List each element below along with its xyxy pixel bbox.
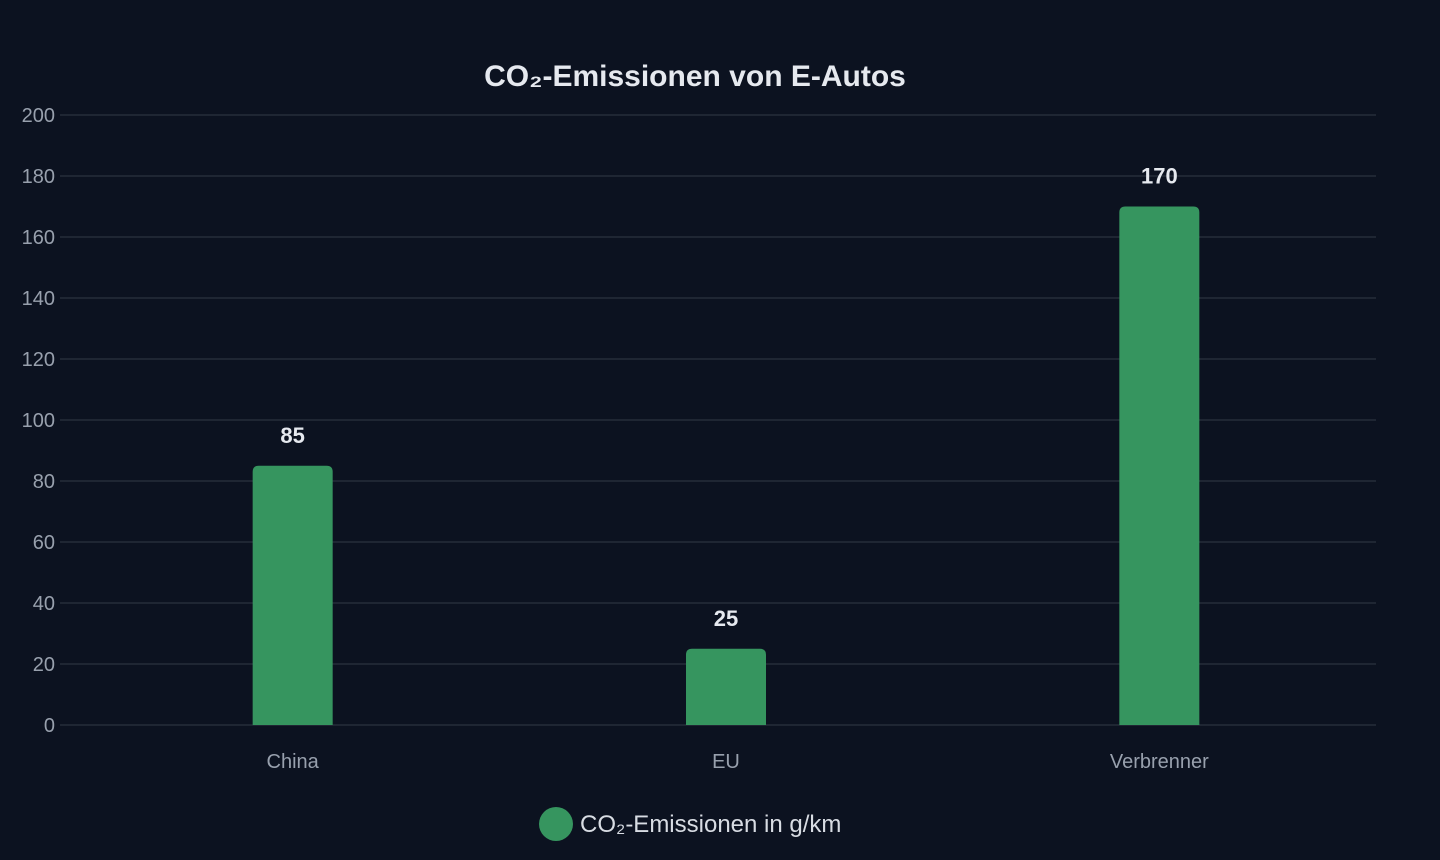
data-label: 85 bbox=[280, 423, 304, 448]
bar-eu[interactable] bbox=[686, 648, 766, 725]
y-tick-label: 140 bbox=[22, 288, 55, 310]
data-label: 25 bbox=[714, 606, 738, 631]
y-tick-label: 40 bbox=[33, 593, 55, 615]
y-tick-label: 200 bbox=[22, 105, 55, 127]
y-tick-label: 20 bbox=[33, 654, 55, 676]
x-category-label: EU bbox=[712, 751, 740, 773]
bar-verbrenner[interactable] bbox=[1119, 206, 1200, 726]
y-tick-label: 80 bbox=[33, 471, 55, 493]
legend-label: CO₂-Emissionen in g/km bbox=[580, 811, 841, 838]
y-tick-label: 100 bbox=[22, 410, 55, 432]
data-label: 170 bbox=[1141, 164, 1178, 189]
y-tick-label: 120 bbox=[22, 349, 55, 371]
data-labels: 85 25 170 bbox=[280, 164, 1177, 631]
x-category-label: Verbrenner bbox=[1110, 751, 1209, 773]
bars bbox=[252, 206, 1200, 726]
y-tick-label: 60 bbox=[33, 532, 55, 554]
bar-china[interactable] bbox=[252, 465, 333, 725]
x-axis-categories: China EU Verbrenner bbox=[267, 751, 1210, 773]
x-category-label: China bbox=[267, 751, 320, 773]
y-tick-label: 180 bbox=[22, 166, 55, 188]
legend[interactable]: CO₂-Emissionen in g/km bbox=[539, 807, 841, 841]
y-tick-label: 160 bbox=[22, 227, 55, 249]
chart-title: CO₂-Emissionen von E-Autos bbox=[484, 60, 906, 93]
y-tick-label: 0 bbox=[44, 715, 55, 737]
legend-swatch bbox=[539, 807, 573, 841]
y-axis-ticks: 0 20 40 60 80 100 120 140 160 180 200 bbox=[22, 105, 55, 737]
